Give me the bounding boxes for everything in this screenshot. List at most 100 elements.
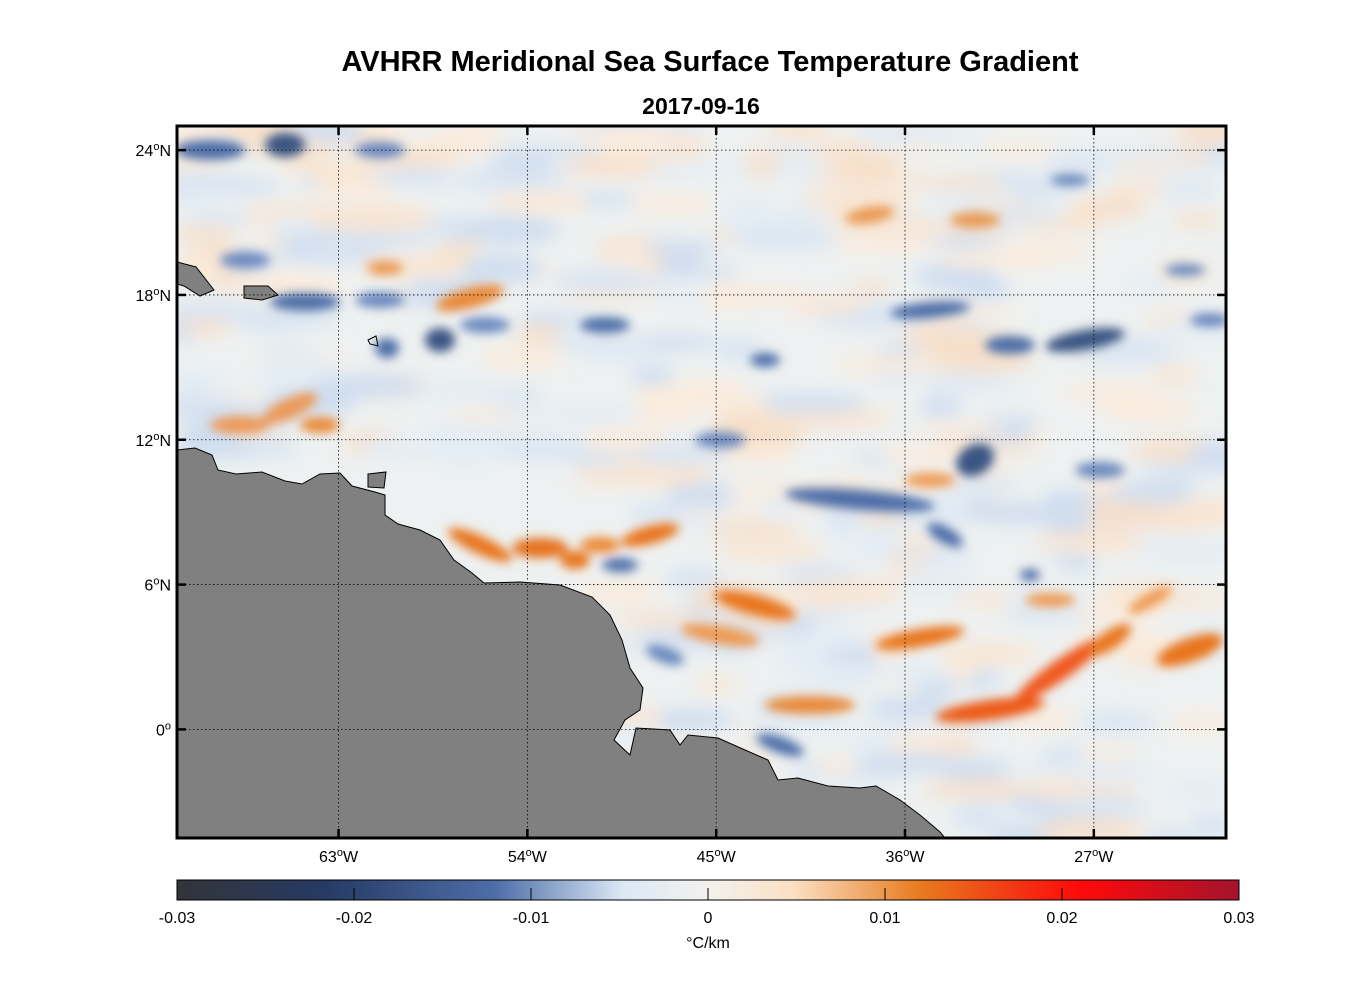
field-texture (320, 204, 435, 232)
field-texture (937, 643, 1040, 664)
lat-tick-label: 12oN (136, 431, 171, 450)
gradient-feature (890, 301, 970, 319)
gradient-feature (375, 338, 399, 358)
lat-tick-label: 24oN (136, 141, 171, 160)
gradient-feature (695, 432, 745, 448)
field-texture (1001, 608, 1070, 623)
field-texture (1149, 366, 1198, 385)
field-texture (456, 167, 571, 190)
field-texture (944, 232, 987, 249)
field-texture (636, 240, 724, 256)
field-texture (1135, 461, 1226, 478)
gradient-feature (436, 284, 504, 312)
land-south-america (177, 447, 946, 838)
field-texture (866, 697, 947, 720)
field-texture (576, 350, 678, 364)
field-texture (909, 176, 1007, 190)
field-texture (951, 278, 1012, 300)
gradient-feature (1020, 569, 1040, 581)
field-texture (577, 580, 660, 604)
field-texture (508, 201, 569, 215)
gradient-feature (460, 317, 510, 333)
gradient-feature (1014, 637, 1106, 703)
gradient-feature (646, 644, 684, 666)
colorbar-tick-label: 0.01 (869, 910, 900, 927)
gradient-feature (1165, 264, 1205, 276)
field-texture (436, 126, 504, 140)
colorbar-tick-label: -0.02 (336, 910, 373, 927)
gradient-feature (1075, 462, 1125, 478)
field-texture (833, 355, 947, 374)
field-texture (787, 297, 867, 314)
gradient-feature (580, 317, 630, 333)
gradient-feature (1190, 313, 1226, 327)
gradient-feature (367, 261, 403, 275)
sst-gradient-field (177, 126, 1226, 838)
field-texture (177, 225, 237, 241)
field-texture (760, 495, 801, 517)
field-texture (730, 227, 840, 249)
field-texture (570, 465, 688, 486)
field-texture (626, 194, 715, 214)
field-texture (1189, 812, 1226, 838)
gradient-feature (512, 538, 568, 558)
field-texture (270, 214, 317, 236)
field-texture (772, 661, 879, 681)
colorbar-tick-label: 0.03 (1223, 910, 1254, 927)
lon-tick-label: 45oW (697, 847, 737, 866)
gradient-feature (785, 488, 935, 512)
field-texture (767, 126, 827, 141)
field-texture (251, 307, 344, 327)
gradient-feature (956, 443, 994, 477)
gradient-feature (425, 328, 455, 352)
field-texture (488, 437, 594, 460)
field-texture (549, 269, 665, 293)
island-lesser (243, 285, 279, 301)
field-texture (709, 393, 771, 416)
field-texture (751, 394, 868, 413)
field-texture (636, 335, 718, 351)
field-texture (1051, 794, 1150, 819)
map-frame (175, 124, 1228, 840)
field-texture (768, 159, 830, 182)
gradient-feature (714, 590, 796, 620)
field-texture (487, 144, 602, 161)
field-texture (455, 215, 562, 244)
field-texture (615, 613, 702, 627)
lon-tick-label: 27oW (1074, 847, 1114, 866)
field-texture (424, 438, 504, 467)
field-texture (420, 419, 512, 447)
gradient-feature (560, 551, 590, 569)
field-texture (177, 198, 216, 216)
field-texture (892, 510, 975, 524)
field-texture (494, 408, 595, 425)
island-puerto-rico (177, 261, 215, 297)
colorbar-tick-label: 0.02 (1046, 910, 1077, 927)
field-texture (799, 189, 919, 210)
gradient-feature (355, 292, 405, 308)
field-texture (697, 676, 738, 692)
field-texture (978, 141, 1056, 156)
field-texture (610, 246, 652, 262)
field-texture (930, 381, 1026, 396)
field-texture (403, 136, 507, 154)
field-texture (177, 368, 231, 394)
field-texture (411, 381, 516, 403)
field-texture (1076, 746, 1138, 760)
field-texture (516, 312, 593, 327)
field-texture (749, 713, 855, 738)
field-texture (1124, 276, 1173, 296)
field-texture (1188, 441, 1226, 466)
field-texture (897, 536, 942, 552)
gradient-feature (602, 558, 638, 572)
field-texture (1142, 830, 1196, 838)
lon-tick-label: 54oW (508, 847, 548, 866)
field-texture (713, 541, 827, 561)
gradient-feature (1128, 586, 1172, 614)
gradient-feature (262, 392, 318, 424)
field-texture (921, 779, 1032, 799)
field-texture (824, 530, 891, 546)
field-texture (309, 374, 425, 398)
field-texture (1033, 529, 1146, 553)
field-texture (545, 335, 656, 351)
